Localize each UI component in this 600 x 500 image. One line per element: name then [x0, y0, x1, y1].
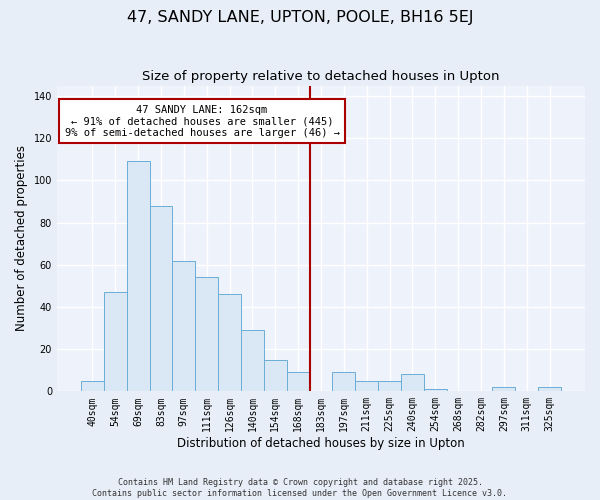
Bar	[401, 374, 424, 392]
Bar	[241, 330, 264, 392]
Bar	[287, 372, 310, 392]
Bar	[538, 387, 561, 392]
Bar	[195, 278, 218, 392]
Bar	[172, 260, 195, 392]
Bar	[81, 381, 104, 392]
Bar	[493, 387, 515, 392]
Bar	[104, 292, 127, 392]
Y-axis label: Number of detached properties: Number of detached properties	[15, 146, 28, 332]
Bar	[127, 162, 149, 392]
Title: Size of property relative to detached houses in Upton: Size of property relative to detached ho…	[142, 70, 500, 83]
Text: 47 SANDY LANE: 162sqm
← 91% of detached houses are smaller (445)
9% of semi-deta: 47 SANDY LANE: 162sqm ← 91% of detached …	[65, 104, 340, 138]
Bar	[355, 381, 378, 392]
Bar	[378, 381, 401, 392]
Bar	[264, 360, 287, 392]
X-axis label: Distribution of detached houses by size in Upton: Distribution of detached houses by size …	[177, 437, 465, 450]
Bar	[332, 372, 355, 392]
Bar	[149, 206, 172, 392]
Text: 47, SANDY LANE, UPTON, POOLE, BH16 5EJ: 47, SANDY LANE, UPTON, POOLE, BH16 5EJ	[127, 10, 473, 25]
Text: Contains HM Land Registry data © Crown copyright and database right 2025.
Contai: Contains HM Land Registry data © Crown c…	[92, 478, 508, 498]
Bar	[424, 389, 446, 392]
Bar	[218, 294, 241, 392]
